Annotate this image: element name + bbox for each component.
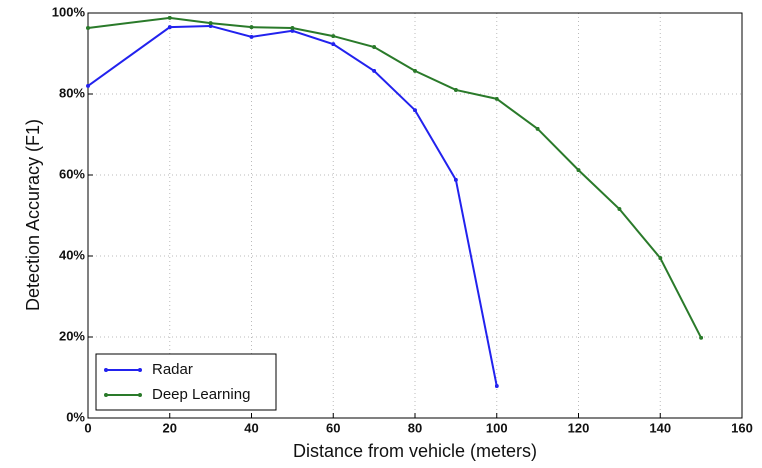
y-tick-label: 80% — [59, 85, 85, 100]
y-axis-label: Detection Accuracy (F1) — [23, 119, 43, 311]
y-tick-label: 0% — [66, 409, 85, 424]
y-tick-label: 100% — [52, 4, 86, 19]
x-tick-label: 40 — [244, 420, 258, 435]
legend-box — [95, 353, 277, 411]
legend-dot — [104, 393, 108, 397]
y-tick-label: 60% — [59, 166, 85, 181]
x-tick-label: 120 — [568, 420, 590, 435]
legend-label: Deep Learning — [152, 386, 250, 403]
x-tick-label: 80 — [408, 420, 422, 435]
legend-label: Radar — [152, 361, 193, 378]
x-tick-label: 160 — [731, 420, 753, 435]
x-tick-label: 0 — [84, 420, 91, 435]
x-tick-label: 100 — [486, 420, 508, 435]
x-tick-label: 60 — [326, 420, 340, 435]
x-tick-label: 20 — [163, 420, 177, 435]
data-line — [86, 15, 704, 340]
y-tick-label: 40% — [59, 247, 85, 262]
y-tick-label: 20% — [59, 328, 85, 343]
legend-dot — [104, 368, 108, 372]
legend-dot — [138, 393, 142, 397]
legend-dot — [138, 368, 142, 372]
x-axis-label: Distance from vehicle (meters) — [293, 441, 537, 461]
x-tick-label: 140 — [649, 420, 671, 435]
